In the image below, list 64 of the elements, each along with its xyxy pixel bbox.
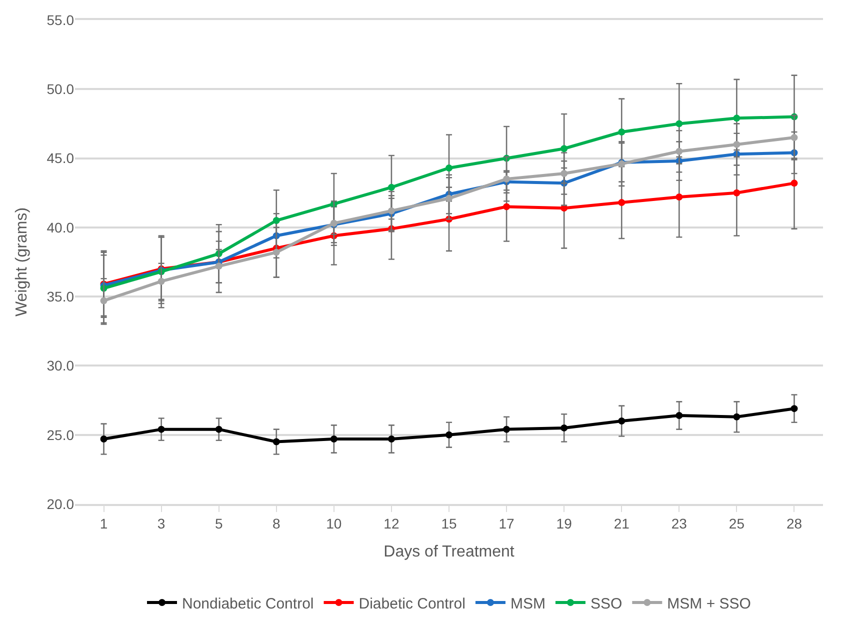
legend-label: Diabetic Control (358, 595, 466, 612)
point (100, 436, 108, 443)
point (618, 128, 626, 136)
point (676, 148, 683, 155)
point (330, 436, 338, 443)
point (388, 207, 395, 214)
point (388, 184, 395, 191)
y-tick-label: 20.0 (46, 496, 74, 512)
point (618, 418, 626, 425)
y-tick-label: 55.0 (46, 12, 74, 28)
x-axis-title: Days of Treatment (384, 544, 515, 561)
x-tick-label: 10 (326, 516, 342, 532)
point (733, 413, 740, 420)
point (272, 248, 280, 256)
point (272, 438, 280, 446)
point (790, 405, 798, 412)
x-tick-label: 3 (157, 516, 166, 532)
x-tick-label: 23 (671, 516, 688, 532)
y-tick-label: 45.0 (46, 150, 74, 166)
x-tick-label: 17 (498, 516, 515, 532)
legend-label: SSO (590, 595, 622, 612)
point (272, 217, 280, 224)
point (158, 278, 165, 285)
point (100, 297, 108, 304)
legend-label: Nondiabetic Control (182, 595, 314, 612)
point (676, 120, 683, 128)
point (503, 203, 510, 210)
point (790, 134, 798, 142)
x-tick-label: 1 (100, 516, 108, 532)
point (446, 194, 452, 202)
y-tick-label: 50.0 (46, 81, 74, 98)
point (733, 140, 740, 148)
point (503, 426, 510, 433)
point (560, 170, 568, 177)
point (446, 164, 452, 172)
x-tick-label: 5 (214, 516, 223, 532)
y-tick-label: 30.0 (46, 358, 74, 374)
y-tick-label: 40.0 (46, 219, 74, 236)
point (215, 426, 222, 433)
legend-label: MSM (510, 595, 546, 612)
y-axis-title: Weight (grams) (14, 207, 31, 317)
point (560, 145, 568, 152)
point (676, 412, 683, 419)
x-tick-label: 19 (556, 516, 572, 532)
point (158, 426, 165, 433)
point (618, 199, 626, 206)
x-tick-label: 12 (384, 516, 400, 532)
point (790, 180, 798, 187)
point (676, 194, 683, 201)
x-tick-label: 28 (786, 516, 802, 532)
point (388, 436, 395, 443)
legend-label: MSM + SSO (667, 595, 751, 612)
point (503, 176, 510, 183)
point (733, 114, 740, 122)
x-tick-label: 25 (728, 516, 745, 532)
y-tick-label: 35.0 (46, 288, 74, 304)
x-tick-label: 21 (614, 516, 630, 532)
point (215, 262, 222, 270)
point (560, 424, 568, 432)
x-tick-label: 8 (272, 516, 280, 532)
point (733, 189, 740, 196)
x-tick-label: 15 (441, 516, 457, 532)
point (446, 431, 452, 438)
y-tick-label: 25.0 (46, 426, 74, 443)
